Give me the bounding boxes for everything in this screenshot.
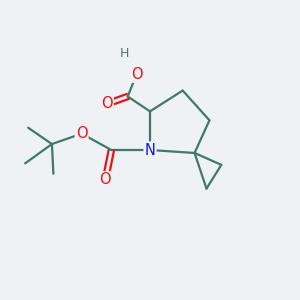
Text: H: H <box>120 47 129 60</box>
Text: O: O <box>100 172 111 187</box>
Text: N: N <box>145 142 155 158</box>
Text: O: O <box>101 96 113 111</box>
Text: O: O <box>131 67 142 82</box>
Text: O: O <box>76 126 88 141</box>
